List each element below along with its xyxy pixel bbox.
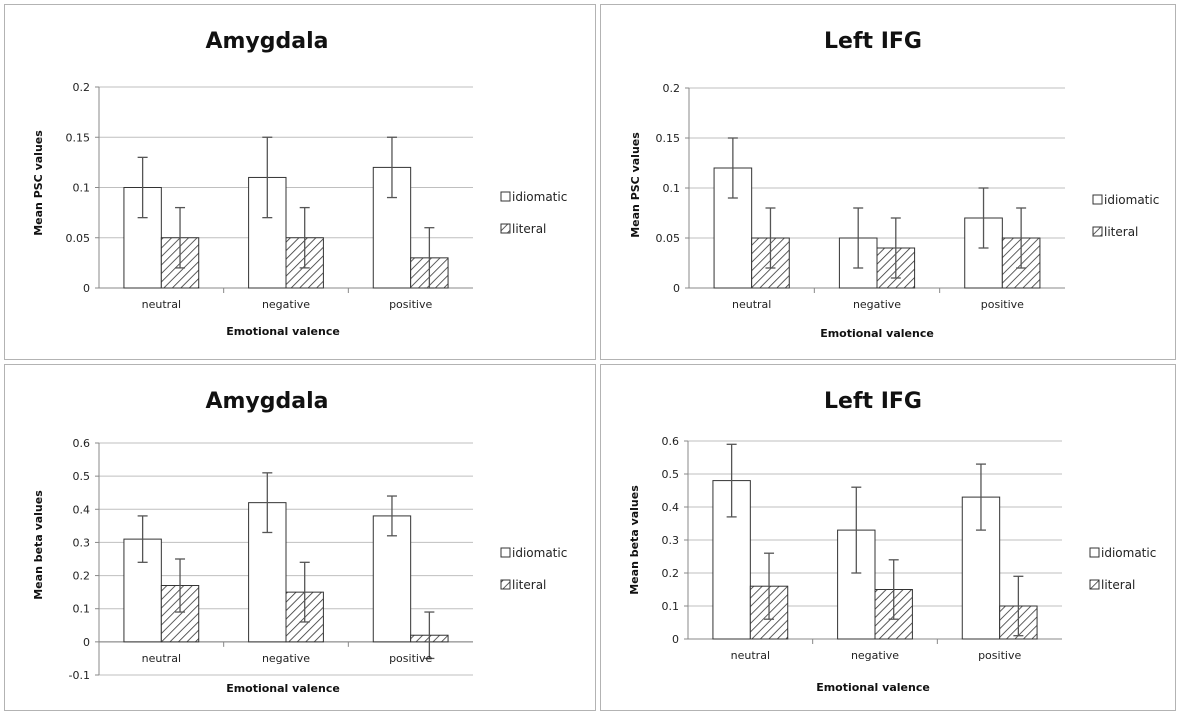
chart-left-ifg-psc: Left IFG Mean PSC values Emotional valen… <box>629 29 1159 340</box>
y-axis-label: Mean beta values <box>32 490 45 600</box>
y-tick-label: 0.6 <box>662 435 680 448</box>
y-tick-label: 0.15 <box>66 131 91 144</box>
legend-swatch-idiomatic <box>1089 547 1100 558</box>
category-label-positive: positive <box>978 649 1021 662</box>
chart-title: Left IFG <box>824 29 922 54</box>
y-tick-label: 0 <box>673 282 680 295</box>
y-tick-label: 0 <box>83 282 90 295</box>
category-label-negative: negative <box>853 298 901 311</box>
y-tick-label: 0.5 <box>662 468 680 481</box>
y-tick-label: 0.15 <box>656 132 681 145</box>
y-axis-label: Mean PSC values <box>629 132 642 238</box>
legend-swatch-idiomatic <box>500 191 511 202</box>
category-label-neutral: neutral <box>732 298 771 311</box>
legend-swatch-literal <box>500 223 511 234</box>
y-tick-label: -0.1 <box>69 669 90 682</box>
y-tick-label: 0.1 <box>663 182 681 195</box>
y-tick-label: 0.2 <box>73 81 91 94</box>
y-tick-label: 0.3 <box>662 534 680 547</box>
legend-label-literal: literal <box>1104 225 1138 239</box>
chart-title: Amygdala <box>205 29 328 54</box>
category-label-neutral: neutral <box>731 649 770 662</box>
x-axis-label: Emotional valence <box>226 682 340 695</box>
category-label-negative: negative <box>262 298 310 311</box>
chart-amygdala-beta: Amygdala Mean beta values Emotional vale… <box>32 389 567 695</box>
legend-swatch-literal <box>1089 579 1100 590</box>
x-axis-label: Emotional valence <box>226 325 340 338</box>
category-label-negative: negative <box>851 649 899 662</box>
category-label-positive: positive <box>981 298 1024 311</box>
y-tick-label: 0.1 <box>73 603 91 616</box>
legend-label-idiomatic: idiomatic <box>512 546 567 560</box>
y-tick-label: 0.2 <box>663 82 681 95</box>
legend-swatch-idiomatic <box>500 547 511 558</box>
legend-label-idiomatic: idiomatic <box>512 190 567 204</box>
legend-label-literal: literal <box>512 578 546 592</box>
chart-panel-amygdala-beta: Amygdala Mean beta values Emotional vale… <box>4 364 596 711</box>
chart-panel-left-ifg-psc: Left IFG Mean PSC values Emotional valen… <box>600 4 1176 360</box>
y-tick-label: 0.4 <box>73 503 91 516</box>
y-axis-label: Mean PSC values <box>32 130 45 236</box>
y-tick-label: 0.3 <box>73 536 91 549</box>
category-label-positive: positive <box>389 298 432 311</box>
category-label-neutral: neutral <box>142 298 181 311</box>
chart-left-ifg-beta: Left IFG Mean beta values Emotional vale… <box>628 389 1156 694</box>
bar-idiomatic-positive <box>961 496 1001 640</box>
y-tick-label: 0.5 <box>73 470 91 483</box>
legend-swatch-literal <box>500 579 511 590</box>
category-label-positive: positive <box>389 652 432 665</box>
bar-idiomatic-positive <box>372 515 412 643</box>
legend-label-literal: literal <box>1101 578 1135 592</box>
y-tick-label: 0 <box>83 636 90 649</box>
legend-label-literal: literal <box>512 222 546 236</box>
x-axis-label: Emotional valence <box>816 681 930 694</box>
y-tick-label: 0.2 <box>662 567 680 580</box>
y-tick-label: 0.6 <box>73 437 91 450</box>
y-tick-label: 0.1 <box>73 182 91 195</box>
y-tick-label: 0.4 <box>662 501 680 514</box>
chart-amygdala-psc: Amygdala Mean PSC values Emotional valen… <box>32 29 567 338</box>
chart-panel-left-ifg-beta: Left IFG Mean beta values Emotional vale… <box>600 364 1176 711</box>
legend-swatch-literal <box>1092 226 1103 237</box>
y-tick-label: 0 <box>672 633 679 646</box>
chart-title: Amygdala <box>205 389 328 414</box>
category-label-neutral: neutral <box>142 652 181 665</box>
chart-title: Left IFG <box>824 389 922 414</box>
y-tick-label: 0.1 <box>662 600 680 613</box>
legend-label-idiomatic: idiomatic <box>1104 193 1159 207</box>
y-tick-label: 0.05 <box>66 232 91 245</box>
y-tick-label: 0.2 <box>73 570 91 583</box>
legend-label-idiomatic: idiomatic <box>1101 546 1156 560</box>
y-tick-label: 0.05 <box>656 232 681 245</box>
chart-panel-amygdala-psc: Amygdala Mean PSC values Emotional valen… <box>4 4 596 360</box>
x-axis-label: Emotional valence <box>820 327 934 340</box>
y-axis-label: Mean beta values <box>628 485 641 595</box>
legend-swatch-idiomatic <box>1092 194 1103 205</box>
category-label-negative: negative <box>262 652 310 665</box>
